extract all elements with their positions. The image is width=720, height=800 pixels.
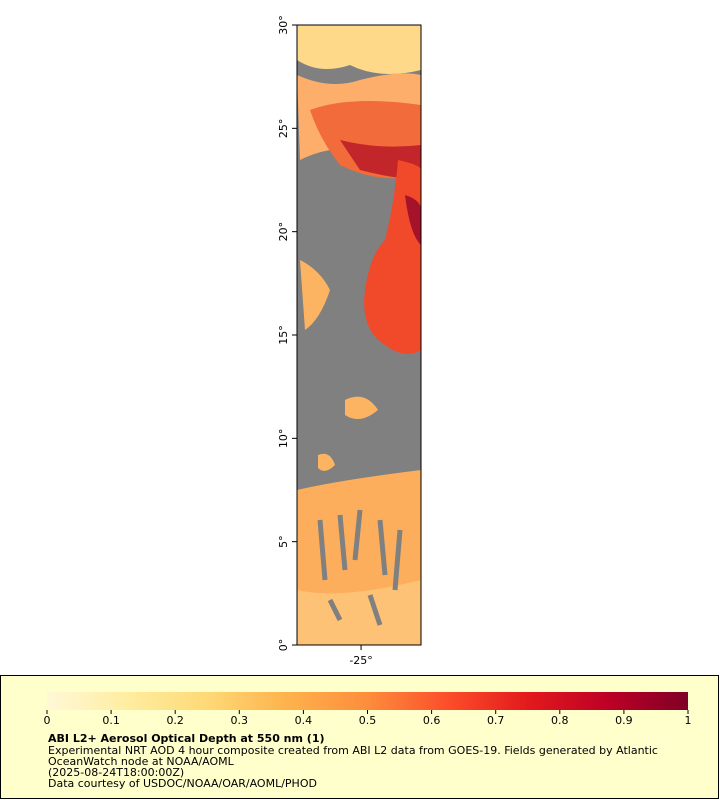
aod-region (300, 260, 330, 330)
y-tick-label: 25° (277, 119, 290, 139)
aod-region (345, 396, 378, 419)
x-tick-label: -25° (349, 654, 372, 667)
aod-region (364, 160, 421, 354)
y-tick-label: 15° (277, 325, 290, 345)
aod-region (297, 580, 421, 645)
legend-title: ABI L2+ Aerosol Optical Depth at 550 nm … (48, 732, 325, 745)
colorbar-tick-label: 0.9 (615, 714, 633, 727)
y-tick-label: 30° (277, 15, 290, 35)
colorbar-tick-label: 0.7 (487, 714, 505, 727)
colorbar-tick-label: 0.5 (359, 714, 377, 727)
axes: 0° 5° 10° 15° 20° 25° 30° -25° (277, 15, 373, 667)
legend-line: OceanWatch node at NOAA/AOML (48, 755, 235, 768)
colorbar-tick-label: 0 (44, 714, 51, 727)
colorbar-tick-label: 1 (685, 714, 692, 727)
colorbar-tick-label: 0.3 (231, 714, 249, 727)
legend-line: Data courtesy of USDOC/NOAA/OAR/AOML/PHO… (48, 777, 317, 790)
legend-line: (2025-08-24T18:00:00Z) (48, 766, 184, 779)
map-raster (297, 25, 421, 645)
legend-line: Experimental NRT AOD 4 hour composite cr… (48, 744, 658, 757)
aod-region (405, 195, 421, 245)
y-tick-label: 10° (277, 429, 290, 449)
colorbar-tick-label: 0.4 (295, 714, 313, 727)
y-tick-label: 5° (277, 535, 290, 548)
aod-region (318, 453, 335, 471)
colorbar-tick-label: 0.6 (423, 714, 441, 727)
missing-streak (317, 509, 403, 626)
colorbar-tick-label: 0.8 (551, 714, 569, 727)
colorbar-tick-label: 0.2 (166, 714, 184, 727)
y-tick-label: 0° (277, 639, 290, 652)
aod-region (297, 25, 421, 74)
y-tick-label: 20° (277, 222, 290, 242)
colorbar (47, 692, 688, 710)
colorbar-tick-label: 0.1 (102, 714, 120, 727)
